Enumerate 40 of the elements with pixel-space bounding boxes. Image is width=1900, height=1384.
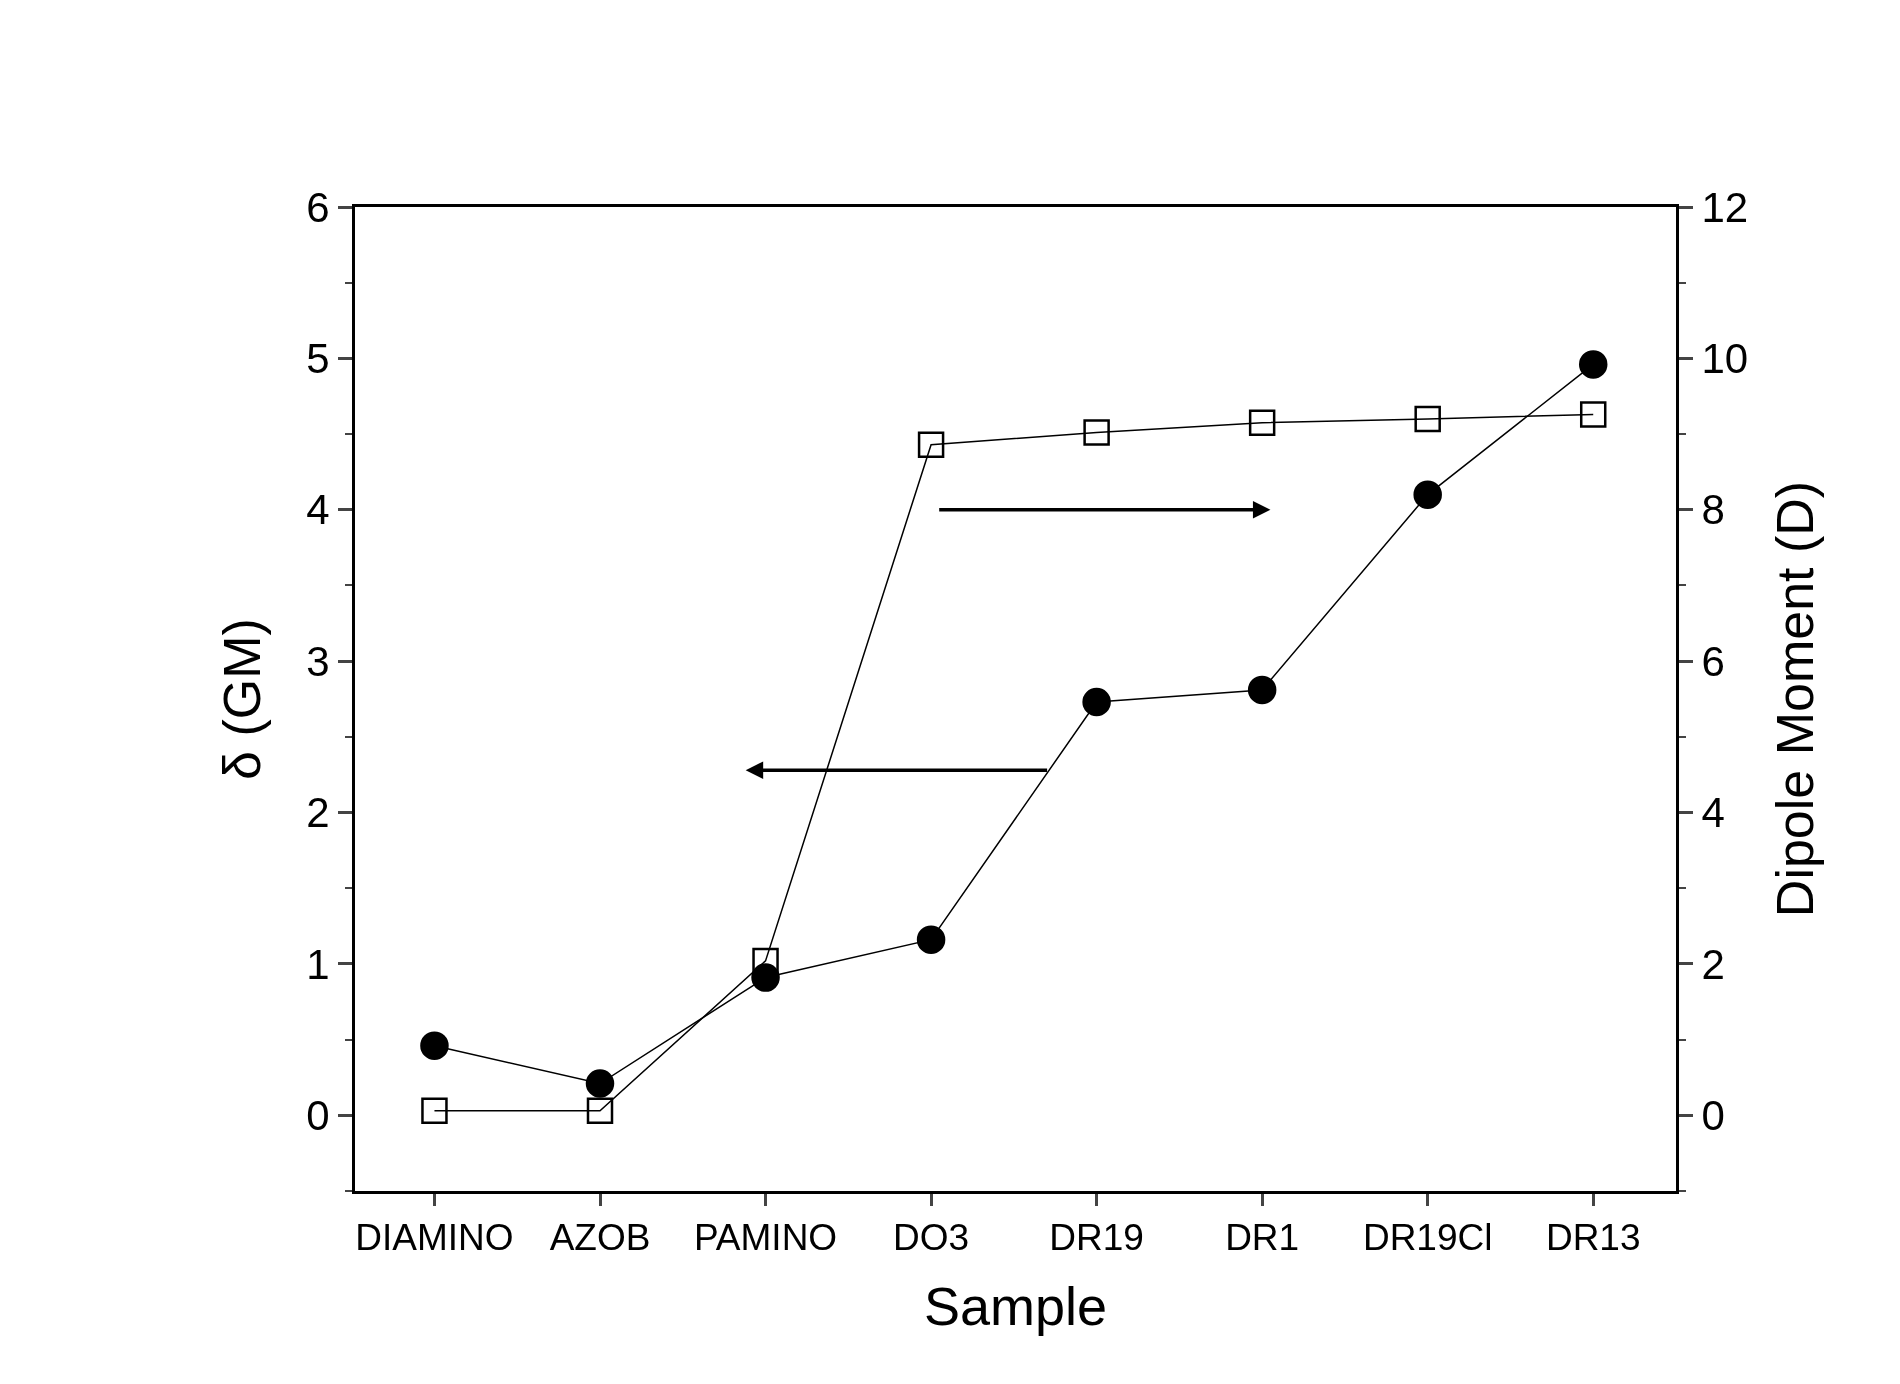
y2-tick-label: 12 [1701, 183, 1749, 231]
y-tick-label: 5 [306, 335, 330, 383]
point [1083, 419, 1110, 446]
x-tick-label: DR1 [1225, 1217, 1300, 1259]
y-axis-title: δ (GM) [212, 618, 271, 780]
y2-tick-label: 6 [1701, 637, 1725, 685]
point [1413, 480, 1442, 509]
y2-tick-label: 2 [1701, 940, 1725, 988]
y2-tick-label: 4 [1701, 789, 1725, 837]
x-tick-label: PAMINO [693, 1217, 838, 1259]
y-tick-label: 4 [306, 486, 330, 534]
point [1248, 409, 1276, 436]
point [917, 431, 945, 458]
point [585, 1069, 615, 1098]
y-tick-label: 1 [306, 940, 330, 988]
x-tick-label: DO3 [893, 1217, 970, 1259]
y-tick-label: 6 [306, 183, 330, 231]
x-tick-label: DR13 [1545, 1217, 1641, 1259]
point [752, 947, 779, 975]
point [916, 925, 946, 954]
y2-axis-title: Dipole Moment (D) [1766, 480, 1825, 918]
y2-tick-label: 0 [1701, 1092, 1725, 1140]
x-tick-label: AZOB [549, 1217, 651, 1259]
point [1578, 350, 1608, 379]
point [586, 1097, 614, 1125]
x-axis-title: Sample [923, 1275, 1108, 1336]
y2-tick-label: 10 [1701, 335, 1749, 383]
x-tick-label: DR19 [1049, 1217, 1144, 1259]
point [1247, 675, 1277, 705]
y-tick-label: 2 [306, 789, 330, 837]
point [421, 1097, 448, 1125]
y-tick-label: 3 [306, 637, 330, 685]
y-tick-label: 0 [306, 1092, 330, 1140]
point [1579, 401, 1607, 428]
point [420, 1031, 449, 1060]
x-tick-label: DR19Cl [1362, 1217, 1493, 1259]
x-tick-label: DIAMINO [355, 1217, 514, 1259]
y2-tick-label: 8 [1701, 486, 1725, 534]
point [1082, 687, 1111, 717]
point [1414, 405, 1441, 433]
